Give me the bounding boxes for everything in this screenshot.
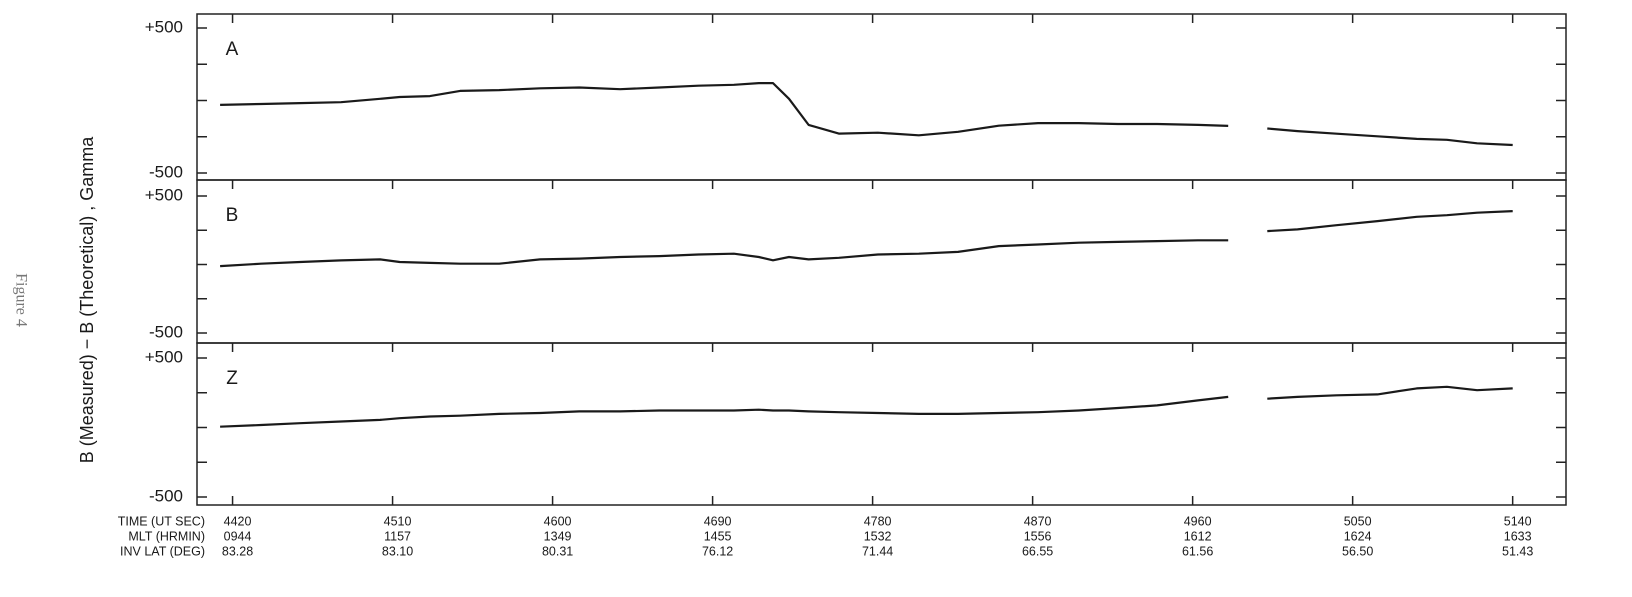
y-tick-label: +500 xyxy=(145,17,183,36)
inv-lat-label: 51.43 xyxy=(1502,544,1533,558)
x-tick-label: 4870 xyxy=(1024,514,1052,528)
data-line xyxy=(220,385,1513,428)
inv-lat-label: 80.31 xyxy=(542,544,573,558)
x-tick-label: 4510 xyxy=(384,514,412,528)
x-tick-label: 4780 xyxy=(864,514,892,528)
mlt-label: 1455 xyxy=(704,529,732,543)
inv-lat-label: 83.10 xyxy=(382,544,413,558)
mlt-label: 1624 xyxy=(1344,529,1372,543)
x-row-label: TIME (UT SEC) xyxy=(118,514,205,528)
y-axis-label: B (Measured) − B (Theoretical) , Gamma xyxy=(77,136,97,464)
mlt-label: 1633 xyxy=(1504,529,1532,543)
panel-title: Z xyxy=(226,368,238,389)
mlt-label: 1556 xyxy=(1024,529,1052,543)
x-tick-label: 4960 xyxy=(1184,514,1212,528)
y-tick-label: +500 xyxy=(145,347,183,366)
inv-lat-label: 83.28 xyxy=(222,544,253,558)
figure-label: Figure 4 xyxy=(12,273,29,327)
mlt-label: 1612 xyxy=(1184,529,1212,543)
x-row-label: MLT (HRMIN) xyxy=(128,529,205,543)
data-line xyxy=(220,82,1513,147)
y-tick-label: -500 xyxy=(149,162,183,181)
x-tick-label: 5140 xyxy=(1504,514,1532,528)
inv-lat-label: 76.12 xyxy=(702,544,733,558)
x-row-label: INV LAT (DEG) xyxy=(120,544,205,558)
x-tick-label: 5050 xyxy=(1344,514,1372,528)
y-tick-label: +500 xyxy=(145,185,183,204)
mlt-label: 0944 xyxy=(224,529,252,543)
panel-title: B xyxy=(226,205,239,226)
mlt-label: 1532 xyxy=(864,529,892,543)
x-tick-label: 4690 xyxy=(704,514,732,528)
inv-lat-label: 61.56 xyxy=(1182,544,1213,558)
data-line xyxy=(220,210,1513,268)
panel-frame xyxy=(196,342,1567,506)
inv-lat-label: 71.44 xyxy=(862,544,893,558)
inv-lat-label: 66.55 xyxy=(1022,544,1053,558)
y-tick-label: -500 xyxy=(149,322,183,341)
panel-title: A xyxy=(226,39,239,60)
mlt-label: 1157 xyxy=(384,529,411,543)
inv-lat-label: 56.50 xyxy=(1342,544,1373,558)
mlt-label: 1349 xyxy=(544,529,572,543)
x-tick-label: 4420 xyxy=(224,514,252,528)
y-tick-label: -500 xyxy=(149,486,183,505)
x-tick-label: 4600 xyxy=(544,514,572,528)
